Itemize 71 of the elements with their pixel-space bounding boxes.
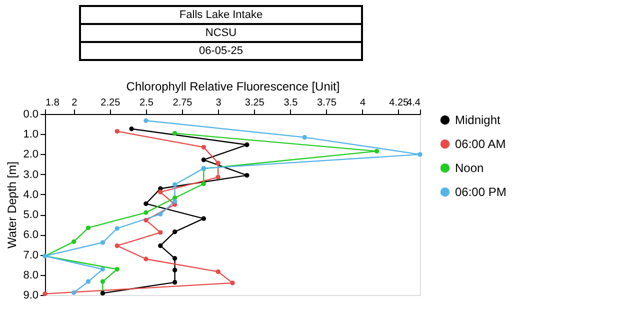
legend-label: 06:00 AM [455, 137, 506, 151]
point [201, 158, 206, 162]
point [158, 212, 163, 216]
point [244, 142, 250, 148]
x-tick-label: 1.8 [46, 98, 60, 108]
chart-title: Falls Lake Intake [179, 9, 263, 21]
y-tick-label: 1.0 [23, 128, 38, 141]
y-tick-label: 4.0 [23, 188, 38, 201]
x-tick-label: 3.75 [317, 98, 337, 108]
point [144, 210, 148, 215]
point [72, 290, 76, 295]
point [100, 279, 106, 284]
point [201, 181, 206, 186]
x-tick-label: 2.75 [172, 98, 193, 108]
point [114, 266, 120, 272]
point [144, 201, 148, 206]
y-axis-title: Water Depth [m] [5, 162, 20, 248]
point [418, 152, 422, 157]
legend-label: Midnight [455, 113, 502, 127]
y-tick-label: 3.0 [23, 168, 38, 181]
legend-label: 06:00 PM [455, 185, 506, 199]
point [172, 130, 178, 136]
point [172, 268, 178, 272]
point [302, 134, 307, 140]
x-tick-label: 3 [216, 98, 222, 108]
point [244, 173, 250, 178]
point [158, 190, 163, 194]
x-axis-title: Chlorophyll Relative Fluorescence [Unit] [126, 80, 340, 94]
point [172, 256, 178, 261]
point [114, 226, 120, 231]
point [114, 243, 120, 248]
point [374, 148, 380, 154]
point [216, 160, 220, 166]
point [129, 126, 134, 132]
point [230, 280, 235, 286]
y-tick-label: 5.0 [23, 209, 38, 222]
x-tick-label: 4 [360, 98, 366, 108]
point [100, 266, 106, 272]
point [144, 118, 148, 123]
y-tick-label: 0.0 [23, 108, 38, 120]
point [201, 216, 206, 221]
point [144, 218, 148, 223]
y-tick-label: 9.0 [23, 290, 38, 302]
point [158, 230, 163, 235]
point [216, 269, 220, 274]
x-tick-label: 2.25 [100, 98, 121, 108]
point [172, 198, 178, 204]
point [144, 256, 148, 262]
legend-label: Noon [455, 161, 484, 175]
x-tick-label: 3.5 [284, 98, 298, 108]
y-tick-label: 8.0 [23, 269, 38, 282]
x-tick-label: 2 [72, 98, 78, 108]
point [172, 182, 178, 187]
point [172, 230, 178, 234]
chart-subtitle: NCSU [205, 27, 237, 39]
point [42, 291, 48, 296]
point [72, 239, 76, 244]
point [172, 280, 178, 285]
text: 06-05-25 [198, 45, 244, 57]
point [86, 279, 91, 284]
point [100, 240, 106, 245]
y-tick-label: 2.0 [23, 148, 38, 161]
y-tick-label: 7.0 [23, 249, 38, 262]
point [86, 225, 91, 230]
point [201, 144, 206, 150]
point [158, 243, 163, 248]
y-tick-label: 6.0 [23, 229, 38, 242]
x-tick-label: 3.25 [244, 98, 265, 108]
point [216, 174, 220, 180]
x-tick-label: 2.5 [140, 98, 154, 108]
point [114, 128, 120, 134]
